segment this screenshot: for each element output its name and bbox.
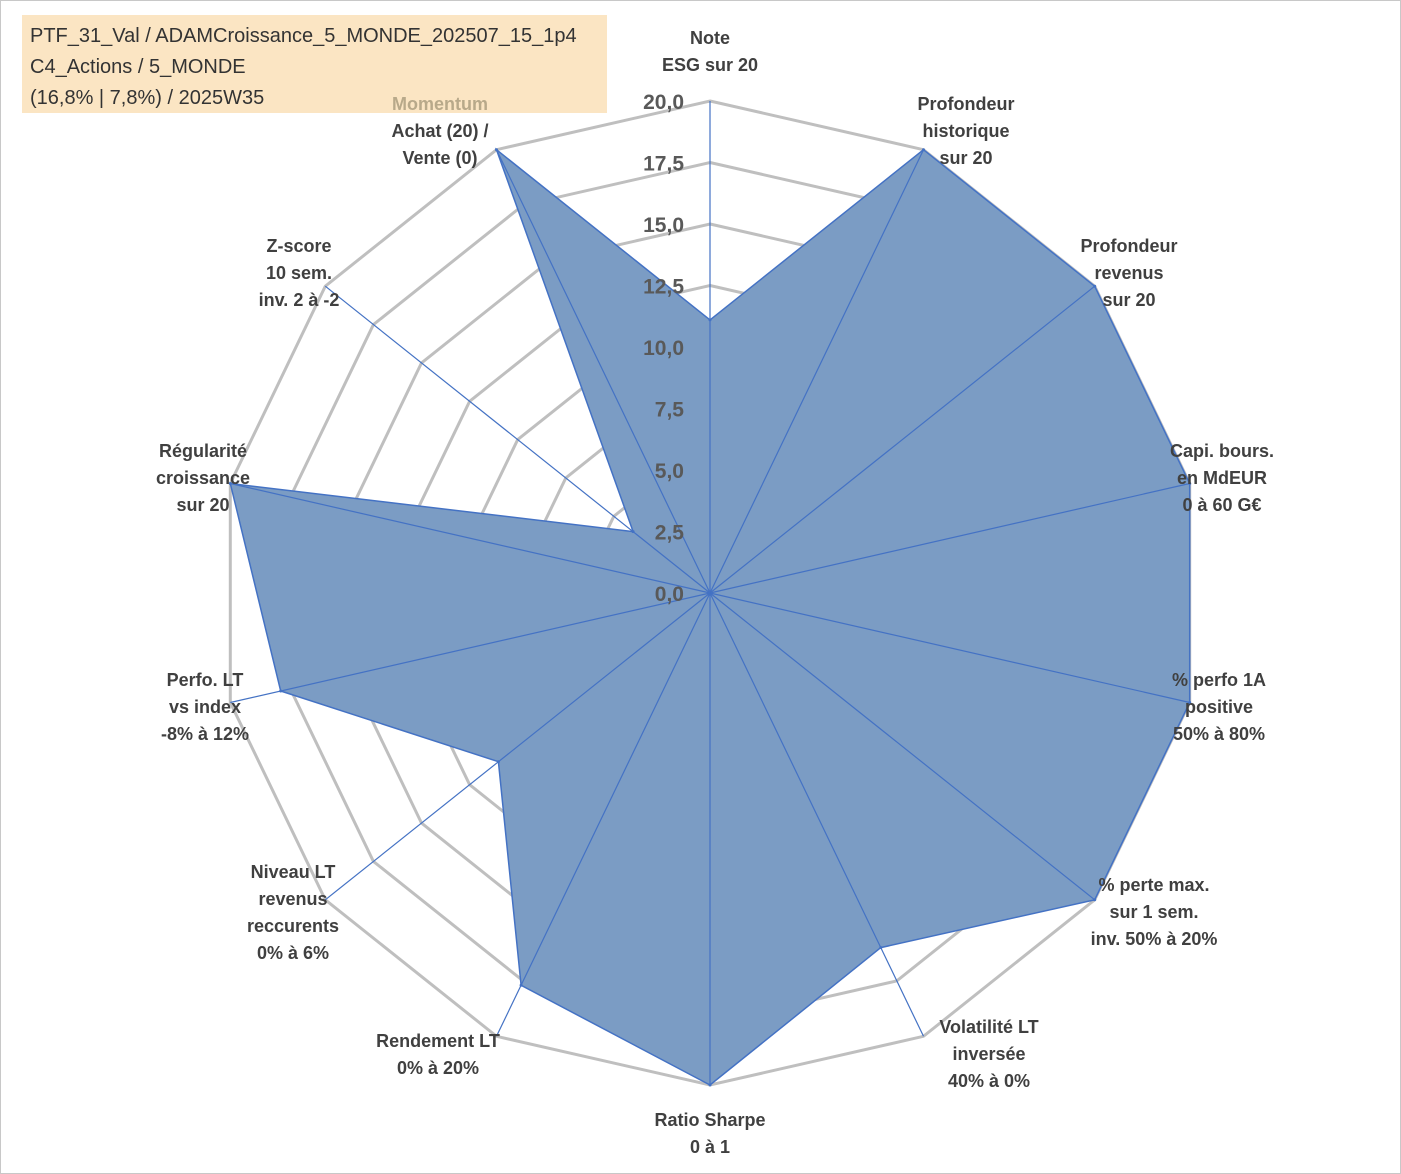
axis-label-line: Vente (0) (402, 148, 477, 168)
axis-spoke (709, 285, 1096, 594)
tick-label: 20,0 (643, 91, 684, 114)
axis-label-line: revenus (258, 889, 327, 909)
axis-label-line: sur 1 sem. (1109, 902, 1198, 922)
axis-label-line: 0 à 60 G€ (1182, 495, 1261, 515)
axis-label-line: 10 sem. (266, 263, 332, 283)
axis-spoke (495, 592, 711, 1037)
axis-label-line: Z-score (266, 236, 331, 256)
tick-label: 12,5 (643, 276, 684, 299)
axis-label-line: Note (690, 28, 730, 48)
axis-label: Z-score 10 sem. inv. 2 à -2 (259, 236, 340, 310)
axis-spoke (230, 592, 711, 704)
axis-label-line: 40% à 0% (948, 1071, 1030, 1091)
axis-spoke (709, 149, 925, 594)
axis-label-line: revenus (1094, 263, 1163, 283)
axis-label-line: 0 à 1 (690, 1137, 730, 1157)
axis-label: Note ESG sur 20 (662, 28, 758, 75)
tick-label: 5,0 (655, 460, 684, 483)
axis-label-line: historique (922, 121, 1009, 141)
axis-label: Momentum Achat (20) / Vente (0) (391, 94, 488, 168)
tick-label: 2,5 (655, 522, 685, 545)
header-line-3: (16,8% | 7,8%) / 2025W35 (30, 87, 265, 109)
axis-label-line: inv. 2 à -2 (259, 290, 340, 310)
axis-label-line: 0% à 6% (257, 943, 329, 963)
axis-label: Ratio Sharpe 0 à 1 (654, 1110, 765, 1157)
axis-label-line: Profondeur (918, 94, 1015, 114)
axis-label-line: en MdEUR (1177, 468, 1267, 488)
header-line-1: PTF_31_Val / ADAMCroissance_5_MONDE_2025… (30, 25, 577, 47)
axis-label: Volatilité LT inversée 40% à 0% (939, 1017, 1038, 1091)
axis-label-line: reccurents (247, 916, 339, 936)
tick-label: 7,5 (655, 399, 685, 422)
axis-label-line: positive (1185, 697, 1253, 717)
axis-label-line: Volatilité LT (939, 1017, 1038, 1037)
axis-spoke (495, 149, 711, 594)
axis-label-line: ESG sur 20 (662, 55, 758, 75)
axis-spoke (709, 482, 1190, 594)
axis-label-line: Capi. bours. (1170, 441, 1274, 461)
axis-spoke (709, 592, 1096, 901)
axis-label: % perte max. sur 1 sem. inv. 50% à 20% (1091, 875, 1218, 949)
axis-label-line: Achat (20) / (391, 121, 488, 141)
axis-label-line: Momentum (392, 94, 488, 114)
axis-label-line: 50% à 80% (1173, 724, 1265, 744)
axis-labels: Note ESG sur 20 Profondeur historique sur 20… (156, 28, 1274, 1157)
axis-label: Niveau LT revenus reccurents 0% à 6% (247, 862, 339, 963)
axis-label-line: inversée (952, 1044, 1025, 1064)
axis-spoke (230, 482, 711, 594)
axis-label-line: Profondeur (1081, 236, 1178, 256)
tick-label: 17,5 (643, 153, 684, 176)
axis-label-line: -8% à 12% (161, 724, 249, 744)
axis-label: Perfo. LT vs index -8% à 12% (161, 670, 249, 744)
axis-label-line: Perfo. LT (167, 670, 244, 690)
axis-label: Régularité croissance sur 20 (156, 441, 250, 515)
axis-label-line: Niveau LT (251, 862, 336, 882)
axis-label-line: inv. 50% à 20% (1091, 929, 1218, 949)
axis-label-line: sur 20 (1102, 290, 1155, 310)
radial-tick-labels: 0,0 2,5 5,0 7,5 10,0 12,5 15,0 17,5 20,0 (643, 91, 684, 606)
tick-label: 15,0 (643, 214, 684, 237)
axis-label-line: 0% à 20% (397, 1058, 479, 1078)
axis-spoke (324, 592, 711, 901)
radar-spokes (230, 101, 1190, 1085)
axis-label: Profondeur historique sur 20 (918, 94, 1015, 168)
axis-label-line: % perte max. (1098, 875, 1209, 895)
axis-label-line: sur 20 (939, 148, 992, 168)
chart-header-box: PTF_31_Val / ADAMCroissance_5_MONDE_2025… (22, 15, 607, 113)
tick-label: 10,0 (643, 337, 684, 360)
axis-label-line: % perfo 1A (1172, 670, 1266, 690)
axis-spoke (324, 285, 711, 594)
axis-label-line: sur 20 (176, 495, 229, 515)
axis-spoke (709, 592, 925, 1037)
axis-label: Profondeur revenus sur 20 (1081, 236, 1178, 310)
axis-label-line: croissance (156, 468, 250, 488)
axis-label-line: Ratio Sharpe (654, 1110, 765, 1130)
axis-label-line: Rendement LT (376, 1031, 500, 1051)
axis-spoke (709, 592, 1190, 704)
header-line-2: C4_Actions / 5_MONDE (30, 56, 246, 78)
axis-label: Capi. bours. en MdEUR 0 à 60 G€ (1170, 441, 1274, 515)
axis-label-line: Régularité (159, 441, 247, 461)
axis-label-line: vs index (169, 697, 241, 717)
tick-label: 0,0 (655, 583, 684, 606)
axis-label: % perfo 1A positive 50% à 80% (1172, 670, 1266, 744)
axis-label: Rendement LT 0% à 20% (376, 1031, 500, 1078)
